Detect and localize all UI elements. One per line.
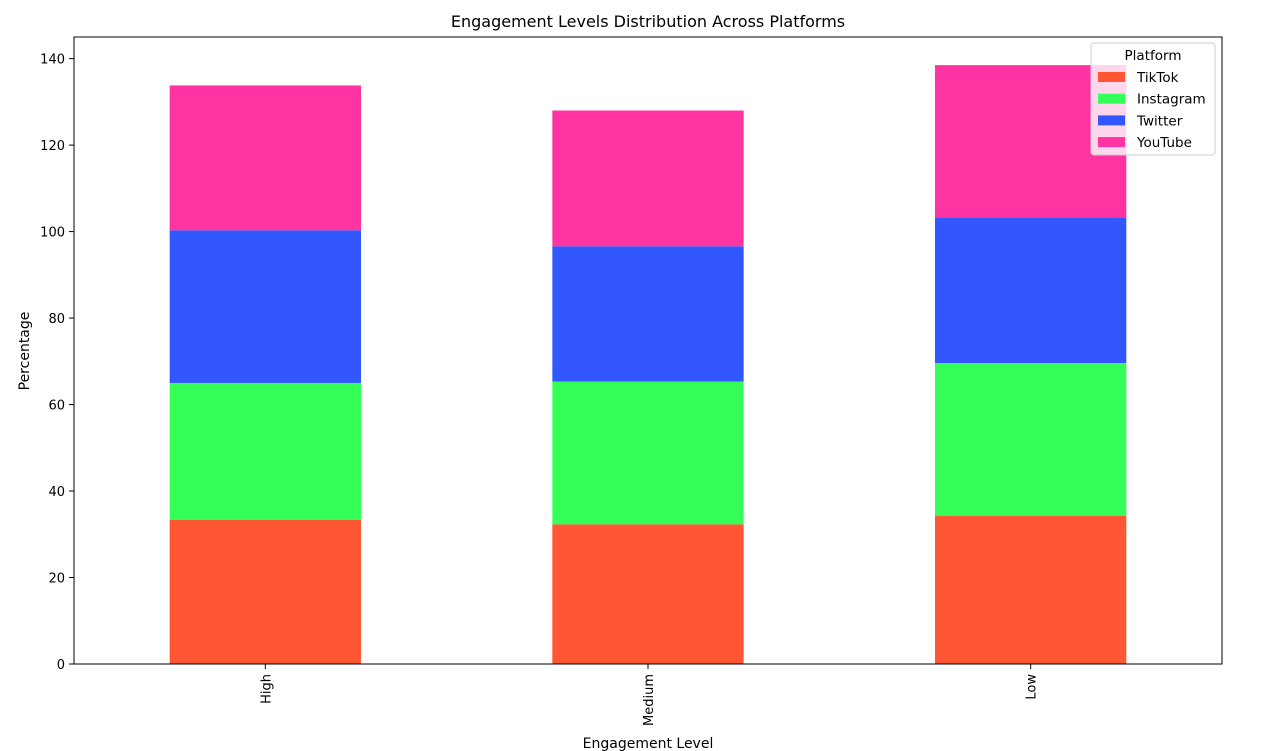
x-axis-label: Engagement Level <box>583 736 714 751</box>
y-tick-label: 40 <box>48 485 65 500</box>
legend-title: Platform <box>1125 48 1182 64</box>
y-tick-label: 100 <box>40 226 65 241</box>
x-tick-label-high: High <box>259 674 274 704</box>
bar-tiktok-low <box>935 515 1127 664</box>
legend-label-twitter: Twitter <box>1136 113 1183 129</box>
legend-swatch-twitter <box>1098 115 1125 126</box>
y-tick-label: 0 <box>57 658 65 673</box>
y-tick-label: 140 <box>40 53 65 68</box>
bar-instagram-low <box>935 363 1127 516</box>
bar-youtube-high <box>169 85 361 231</box>
legend-swatch-tiktok <box>1098 72 1125 82</box>
legend-swatch-youtube <box>1098 137 1125 148</box>
y-axis: 0 20 40 60 80 100 120 140 <box>40 53 74 673</box>
bar-twitter-high <box>169 230 361 383</box>
bar-tiktok-medium <box>552 524 744 664</box>
x-axis: High Medium Low <box>259 664 1040 726</box>
legend: Platform TikTok Instagram Twitter YouTube <box>1090 42 1216 156</box>
y-tick-label: 120 <box>40 139 65 154</box>
y-tick-label: 80 <box>48 312 65 327</box>
x-tick-label-medium: Medium <box>642 674 657 726</box>
legend-box <box>1090 42 1216 156</box>
bar-twitter-low <box>935 217 1127 364</box>
y-tick-label: 60 <box>48 399 65 414</box>
bars-layer <box>169 65 1127 664</box>
bar-instagram-medium <box>552 381 744 525</box>
legend-label-tiktok: TikTok <box>1136 70 1179 86</box>
bar-instagram-high <box>169 382 361 521</box>
chart-title: Engagement Levels Distribution Across Pl… <box>451 12 845 31</box>
y-axis-label: Percentage <box>17 312 33 391</box>
y-tick-label: 20 <box>48 572 65 587</box>
bar-twitter-medium <box>552 246 744 382</box>
legend-label-instagram: Instagram <box>1137 92 1206 108</box>
bar-youtube-medium <box>552 110 744 247</box>
legend-swatch-instagram <box>1098 93 1125 104</box>
x-tick-label-low: Low <box>1025 674 1040 700</box>
bar-tiktok-high <box>169 520 361 664</box>
legend-label-youtube: YouTube <box>1136 135 1192 151</box>
